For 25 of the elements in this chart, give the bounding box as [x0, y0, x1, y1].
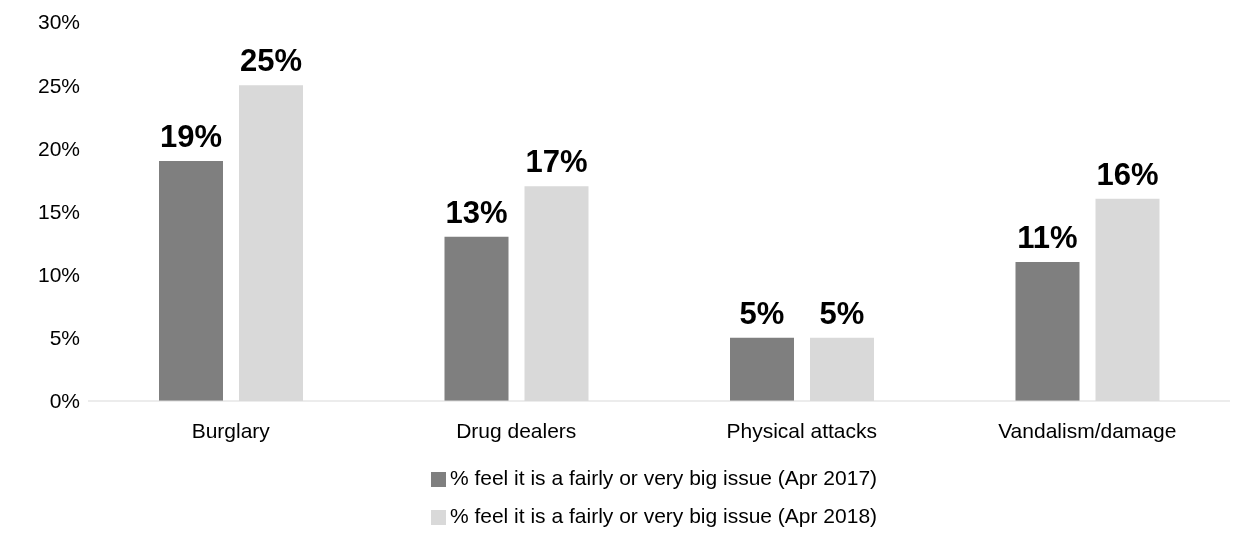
- bar: [730, 337, 794, 401]
- data-label: 19%: [159, 118, 223, 154]
- x-tick-label: Physical attacks: [726, 418, 878, 442]
- legend-label: % feel it is a fairly or very big issue (Apr 2017): [449, 466, 878, 489]
- bar: [1015, 262, 1080, 401]
- y-tick-label: 25%: [37, 73, 80, 97]
- data-label: 5%: [819, 295, 865, 331]
- bar: [444, 236, 509, 401]
- y-tick-label: 15%: [37, 199, 80, 223]
- data-label: 16%: [1096, 156, 1159, 192]
- x-tick-label: Vandalism/damage: [998, 418, 1177, 442]
- data-label: 11%: [1017, 220, 1078, 256]
- legend-label: % feel it is a fairly or very big issue (Apr 2018): [449, 504, 878, 527]
- y-tick-label: 10%: [37, 263, 80, 287]
- data-label: 17%: [525, 144, 588, 180]
- data-label: 13%: [445, 194, 508, 230]
- data-label: 5%: [739, 295, 785, 331]
- y-tick-label: 0%: [49, 389, 80, 413]
- x-tick-label: Drug dealers: [456, 418, 577, 442]
- y-tick-label: 30%: [37, 10, 80, 34]
- x-tick-label: Burglary: [191, 418, 271, 442]
- data-label: 25%: [239, 43, 303, 79]
- bar: [159, 160, 223, 401]
- y-tick-label: 5%: [49, 326, 80, 350]
- y-tick-label: 20%: [37, 136, 80, 160]
